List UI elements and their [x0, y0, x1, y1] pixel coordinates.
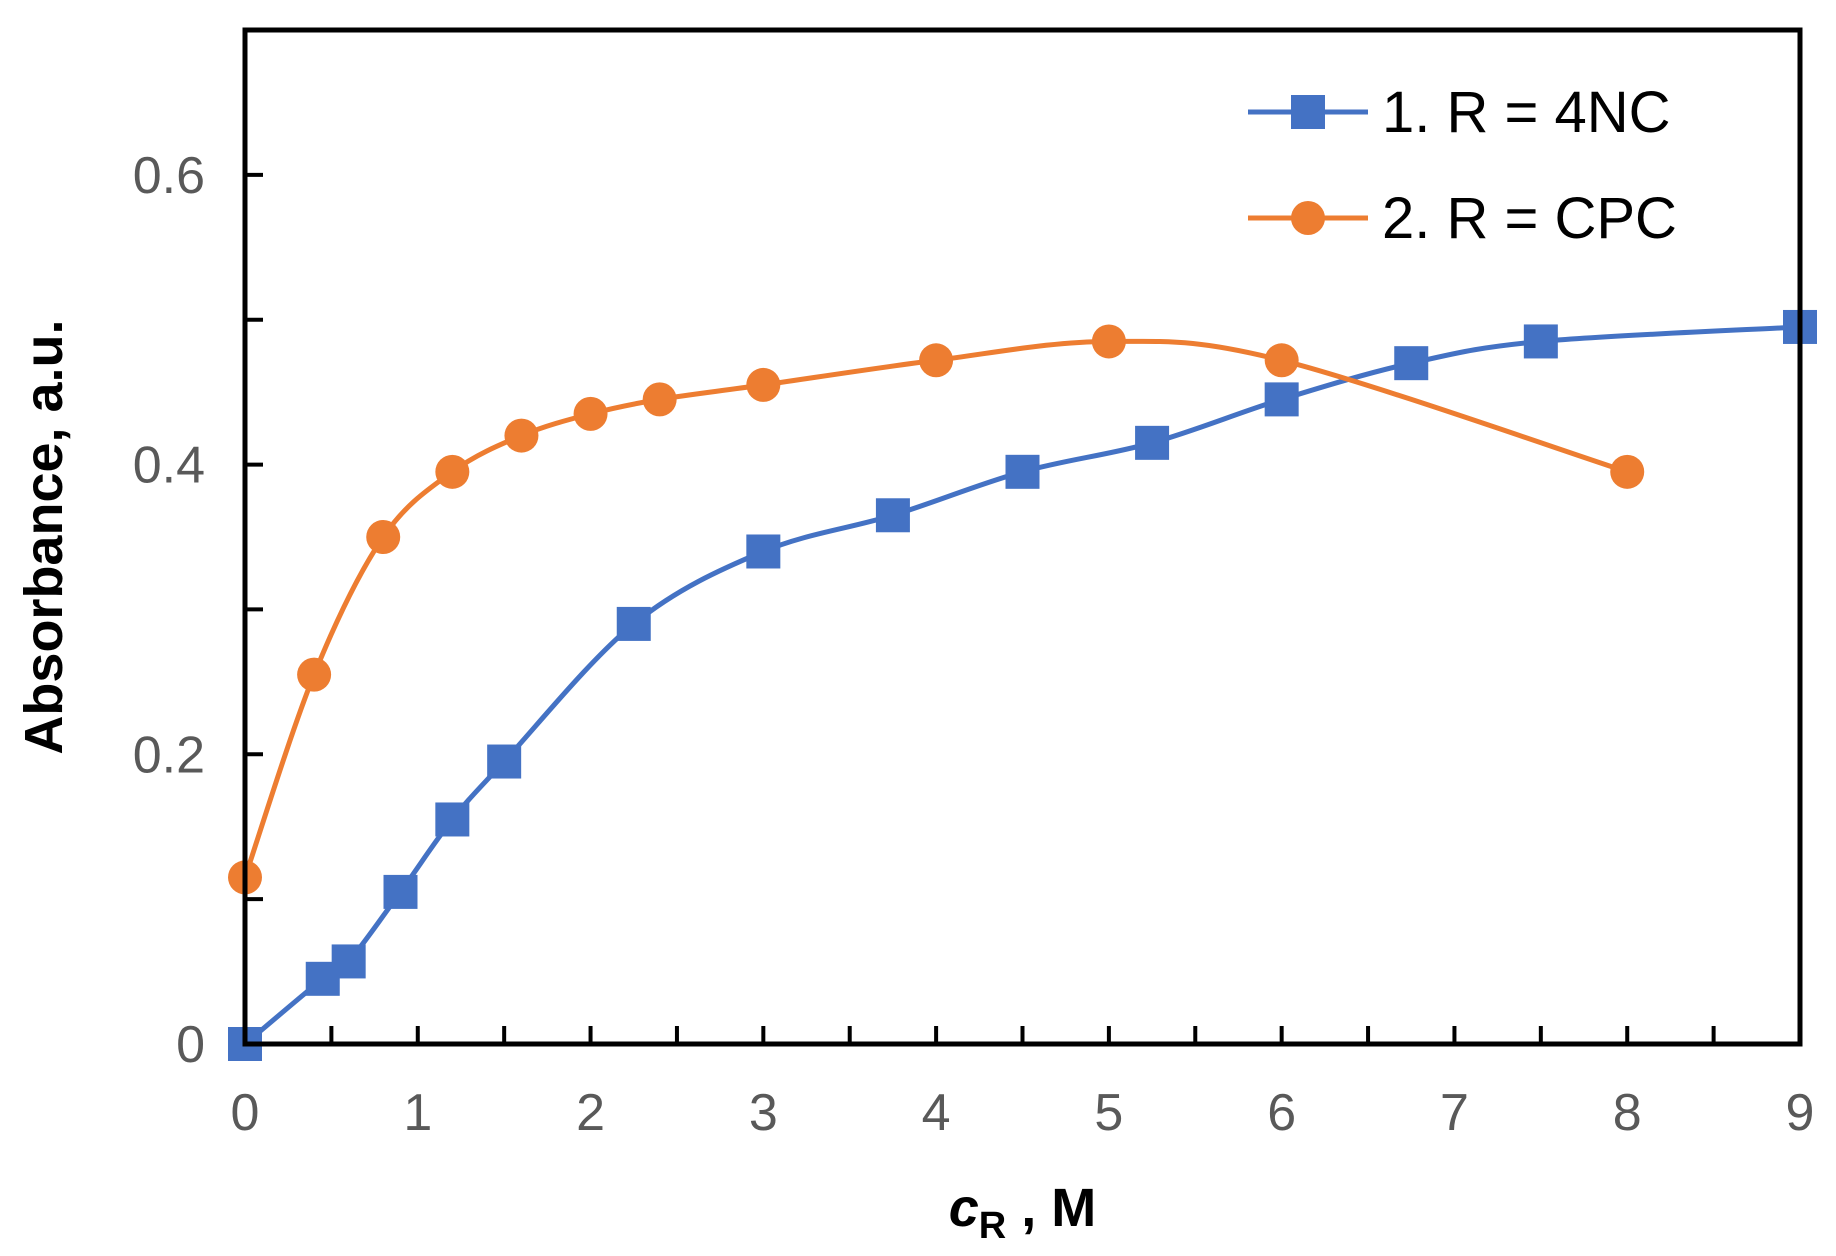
legend: 1. R = 4NC 2. R = CPC [1248, 80, 1677, 251]
x-tick-label: 0 [231, 1084, 260, 1142]
x-axis-title-subscript: R [979, 1205, 1006, 1247]
series-1-point [746, 534, 781, 569]
series-2-point [435, 454, 470, 489]
series-2-point [297, 657, 332, 692]
x-tick-label: 6 [1267, 1084, 1296, 1142]
y-tick-label: 0 [176, 1016, 205, 1074]
series-1-point [875, 498, 910, 533]
series-1-point [435, 802, 470, 837]
series-2-point [1091, 324, 1126, 359]
series-2-point [1264, 343, 1299, 378]
series-1-point [1005, 454, 1040, 489]
y-tick-label: 0.2 [133, 726, 205, 784]
x-axis-title: cR , M [949, 1178, 1097, 1247]
series-2-point [366, 520, 401, 554]
x-axis-title-symbol: c [949, 1178, 979, 1238]
legend-marker-2 [1291, 201, 1325, 235]
series-2-point [573, 396, 608, 431]
x-tick-label: 9 [1786, 1084, 1815, 1142]
y-tick-label: 0.6 [133, 147, 205, 205]
y-axis-title: Absorbance, a.u. [14, 319, 74, 754]
series-1-point [383, 874, 418, 909]
series-2-point [919, 343, 954, 378]
axis-ticks [243, 172, 1802, 1044]
series-1-point [1394, 346, 1429, 381]
x-tick-label: 5 [1094, 1084, 1123, 1142]
x-tick-label: 1 [403, 1084, 432, 1142]
series-1-point [616, 606, 651, 641]
series-2-point [642, 382, 677, 417]
legend-label-2: 2. R = CPC [1382, 186, 1677, 251]
series-1-point [487, 744, 522, 779]
axis-tick-labels: 0 1 2 3 4 5 6 7 8 9 0 0.2 0.4 0.6 [133, 147, 1815, 1142]
x-tick-label: 8 [1613, 1084, 1642, 1142]
series-2-point [504, 418, 539, 453]
series-1-point [331, 944, 366, 979]
series-1-point [1135, 425, 1170, 460]
series-1-point [1264, 382, 1299, 417]
x-tick-label: 3 [749, 1084, 778, 1142]
series-1-point [1523, 324, 1558, 359]
x-axis-title-unit: , M [1006, 1178, 1096, 1238]
x-tick-label: 4 [922, 1084, 951, 1142]
legend-marker-1 [1291, 95, 1325, 129]
series-2 [228, 324, 1645, 895]
y-tick-label: 0.4 [133, 437, 205, 495]
series-2-point [1610, 454, 1645, 489]
series-2-point [746, 367, 781, 402]
legend-label-1: 1. R = 4NC [1382, 80, 1671, 145]
x-tick-label: 7 [1440, 1084, 1469, 1142]
x-tick-label: 2 [576, 1084, 605, 1142]
